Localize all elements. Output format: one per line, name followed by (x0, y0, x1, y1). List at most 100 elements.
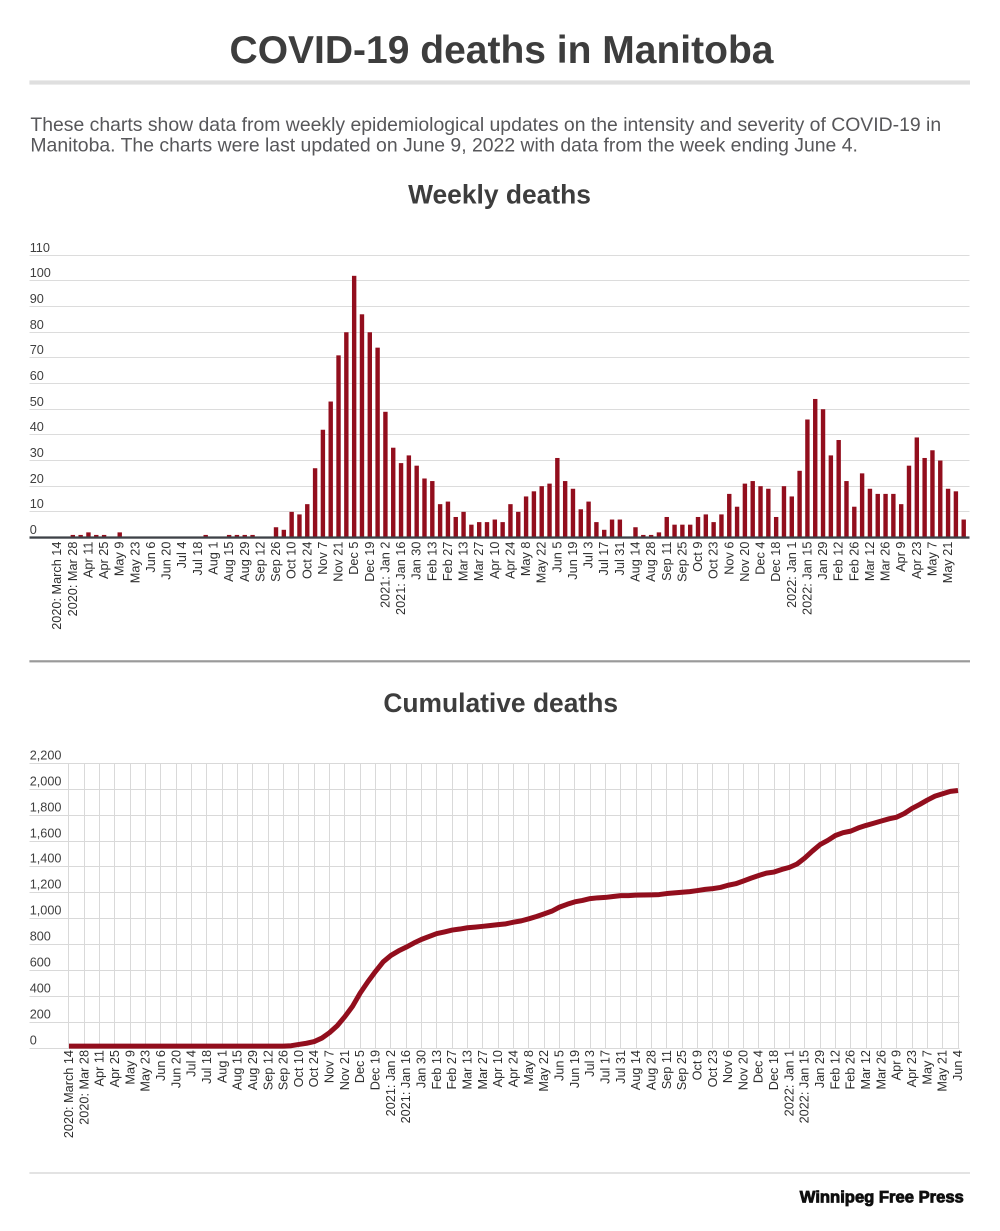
svg-text:May 22: May 22 (537, 1050, 551, 1092)
svg-text:10: 10 (30, 497, 44, 511)
svg-text:Jul 18: Jul 18 (191, 542, 205, 576)
svg-text:Dec 5: Dec 5 (347, 542, 361, 575)
svg-text:Aug 1: Aug 1 (206, 542, 220, 575)
svg-text:Oct 24: Oct 24 (307, 1050, 321, 1087)
svg-text:1,800: 1,800 (30, 800, 62, 814)
svg-text:Jun 6: Jun 6 (154, 1050, 168, 1081)
svg-text:Apr 24: Apr 24 (503, 542, 517, 579)
svg-text:Apr 25: Apr 25 (108, 1050, 122, 1087)
svg-text:Feb 26: Feb 26 (844, 1050, 858, 1090)
svg-text:2021: Jan 2: 2021: Jan 2 (384, 1050, 398, 1116)
svg-text:400: 400 (30, 981, 51, 995)
svg-text:Dec 19: Dec 19 (369, 1050, 383, 1090)
svg-text:Oct 9: Oct 9 (690, 1050, 704, 1080)
svg-text:May 8: May 8 (522, 1050, 536, 1085)
svg-text:May 7: May 7 (920, 1050, 934, 1085)
svg-text:Dec 4: Dec 4 (752, 1050, 766, 1083)
svg-text:Sep 25: Sep 25 (675, 542, 689, 582)
svg-text:Feb 12: Feb 12 (832, 542, 846, 582)
svg-text:Mar 12: Mar 12 (863, 542, 877, 582)
svg-text:Jul 18: Jul 18 (200, 1050, 214, 1084)
svg-text:1,400: 1,400 (30, 851, 62, 865)
svg-text:Nov 20: Nov 20 (736, 1050, 750, 1090)
svg-text:May 8: May 8 (519, 542, 533, 577)
svg-text:2021: Jan 2: 2021: Jan 2 (378, 542, 392, 608)
svg-text:Mar 26: Mar 26 (874, 1050, 888, 1090)
svg-text:Aug 14: Aug 14 (629, 1050, 643, 1090)
svg-text:May 23: May 23 (128, 542, 142, 584)
svg-text:Mar 12: Mar 12 (859, 1050, 873, 1090)
svg-text:Oct 10: Oct 10 (292, 1050, 306, 1087)
svg-text:Sep 25: Sep 25 (675, 1050, 689, 1090)
svg-text:Jul 31: Jul 31 (614, 1050, 628, 1084)
svg-text:0: 0 (30, 523, 37, 537)
svg-text:Dec 19: Dec 19 (363, 542, 377, 582)
svg-text:2022: Jan 1: 2022: Jan 1 (782, 1050, 796, 1116)
svg-text:Nov 7: Nov 7 (323, 1050, 337, 1083)
svg-text:2020: Mar 28: 2020: Mar 28 (66, 542, 80, 617)
svg-text:Apr 25: Apr 25 (97, 542, 111, 579)
svg-text:Oct 24: Oct 24 (300, 542, 314, 579)
svg-text:20: 20 (30, 472, 44, 486)
svg-text:Nov 20: Nov 20 (738, 542, 752, 582)
svg-text:Winnipeg Free Press: Winnipeg Free Press (800, 1187, 964, 1206)
svg-text:2020: March 14: 2020: March 14 (50, 542, 64, 630)
svg-text:Jul 3: Jul 3 (583, 1050, 597, 1077)
svg-text:Jul 3: Jul 3 (582, 542, 596, 569)
svg-text:May 22: May 22 (535, 542, 549, 584)
svg-text:Feb 13: Feb 13 (425, 542, 439, 582)
svg-text:Jan 30: Jan 30 (415, 1050, 429, 1088)
svg-text:Jun 19: Jun 19 (566, 542, 580, 580)
svg-text:Dec 18: Dec 18 (767, 1050, 781, 1090)
svg-text:Feb 26: Feb 26 (847, 542, 861, 582)
svg-text:90: 90 (30, 292, 44, 306)
svg-text:Sep 12: Sep 12 (253, 542, 267, 582)
svg-text:Jun 5: Jun 5 (552, 1050, 566, 1081)
svg-text:60: 60 (30, 369, 44, 383)
svg-text:70: 70 (30, 343, 44, 357)
svg-text:800: 800 (30, 929, 51, 943)
svg-text:Jul 17: Jul 17 (597, 542, 611, 576)
svg-text:Aug 1: Aug 1 (215, 1050, 229, 1083)
svg-text:2021: Jan 16: 2021: Jan 16 (399, 1050, 413, 1123)
svg-text:Oct 23: Oct 23 (707, 542, 721, 579)
svg-text:200: 200 (30, 1007, 51, 1021)
svg-text:80: 80 (30, 318, 44, 332)
svg-text:May 9: May 9 (123, 1050, 137, 1085)
svg-text:Sep 12: Sep 12 (261, 1050, 275, 1090)
svg-text:Sep 26: Sep 26 (269, 542, 283, 582)
svg-text:Jan 30: Jan 30 (410, 542, 424, 580)
svg-text:100: 100 (30, 266, 51, 280)
svg-text:1,600: 1,600 (30, 826, 62, 840)
svg-text:May 23: May 23 (139, 1050, 153, 1092)
svg-text:Weekly deaths: Weekly deaths (408, 180, 591, 210)
svg-text:Oct 9: Oct 9 (691, 542, 705, 572)
svg-text:Jun 6: Jun 6 (144, 542, 158, 573)
svg-text:May 21: May 21 (936, 1050, 950, 1092)
svg-text:Mar 27: Mar 27 (472, 542, 486, 582)
svg-text:600: 600 (30, 955, 51, 969)
svg-text:Dec 5: Dec 5 (353, 1050, 367, 1083)
svg-text:Aug 29: Aug 29 (246, 1050, 260, 1090)
svg-text:Nov 6: Nov 6 (722, 542, 736, 575)
svg-text:Apr 11: Apr 11 (81, 542, 95, 578)
svg-text:May 9: May 9 (113, 542, 127, 577)
svg-text:Sep 11: Sep 11 (660, 542, 674, 581)
svg-text:Manitoba. The charts were last: Manitoba. The charts were last updated o… (30, 135, 858, 157)
svg-text:Jan 29: Jan 29 (816, 542, 830, 580)
svg-text:Jul 4: Jul 4 (175, 542, 189, 569)
svg-text:2022: Jan 15: 2022: Jan 15 (798, 1050, 812, 1123)
svg-text:Apr 9: Apr 9 (894, 542, 908, 572)
svg-text:Jun 19: Jun 19 (568, 1050, 582, 1088)
svg-text:2022: Jan 1: 2022: Jan 1 (785, 542, 799, 608)
svg-text:2020: March 14: 2020: March 14 (62, 1050, 76, 1138)
svg-text:Apr 23: Apr 23 (910, 542, 924, 579)
svg-text:Jul 17: Jul 17 (598, 1050, 612, 1084)
svg-text:Nov 6: Nov 6 (721, 1050, 735, 1083)
svg-text:Sep 26: Sep 26 (277, 1050, 291, 1090)
svg-text:Apr 10: Apr 10 (488, 542, 502, 579)
svg-text:Feb 12: Feb 12 (828, 1050, 842, 1090)
svg-text:Apr 11: Apr 11 (93, 1050, 107, 1086)
svg-text:Mar 26: Mar 26 (879, 542, 893, 582)
svg-text:Oct 10: Oct 10 (285, 542, 299, 579)
